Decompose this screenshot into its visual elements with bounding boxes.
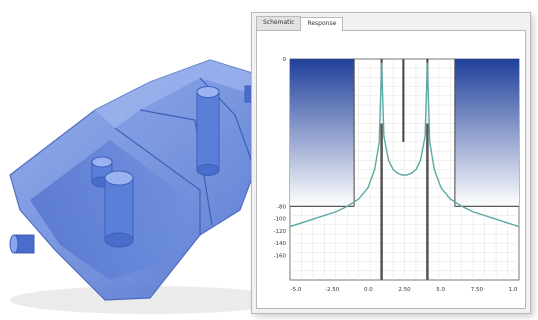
tuning-screw-left-top bbox=[91, 156, 113, 168]
resonator-post-left-base bbox=[104, 232, 134, 248]
simulation-window: Schematic Response 0 -80 -100 -120 -140 -160 -… bbox=[251, 12, 531, 314]
response-chart: 0 -80 -100 -120 -140 -160 -5.0 -2.50 0.0 2.50 5.0 7… bbox=[274, 57, 520, 293]
stopband-mask-1 bbox=[454, 59, 519, 207]
y-tick-label: -160 bbox=[274, 254, 287, 260]
x-tick-label: -2.50 bbox=[325, 287, 340, 293]
housing-shadow bbox=[10, 286, 290, 314]
x-tick-label: 5.0 bbox=[436, 287, 445, 293]
stopband-mask-0 bbox=[290, 59, 355, 207]
response-panel: 0 -80 -100 -120 -140 -160 -5.0 -2.50 0.0 2.50 5.0 7… bbox=[256, 30, 526, 309]
input-connector-face bbox=[9, 234, 19, 254]
y-tick-label: 0 bbox=[283, 57, 287, 63]
x-tick-label: 0.0 bbox=[364, 287, 373, 293]
x-tick-label: 1.0 bbox=[509, 287, 518, 293]
tab-schematic[interactable]: Schematic bbox=[256, 16, 302, 30]
resonator-post-left-top bbox=[104, 170, 134, 186]
resonator-post-right-base bbox=[196, 164, 220, 176]
housing-top-face bbox=[95, 60, 275, 128]
divider-wall-2 bbox=[139, 109, 213, 226]
tab-response[interactable]: Response bbox=[300, 17, 344, 31]
x-tick-label: 2.50 bbox=[398, 287, 411, 293]
y-tick-label: -100 bbox=[274, 217, 287, 223]
resonator-post-right-body bbox=[196, 91, 220, 171]
x-tick-label: 7.50 bbox=[471, 287, 484, 293]
y-tick-label: -140 bbox=[274, 241, 287, 247]
tab-bar: Schematic Response bbox=[256, 16, 344, 31]
divider-wall-1 bbox=[114, 127, 201, 235]
series-line-0 bbox=[289, 62, 520, 228]
y-tick-label: -80 bbox=[277, 204, 286, 210]
y-tick-label: -120 bbox=[274, 229, 287, 235]
x-tick-label: -5.0 bbox=[291, 287, 302, 293]
resonator-post-right-top bbox=[196, 86, 220, 98]
resonator-post-left-body bbox=[104, 177, 134, 241]
